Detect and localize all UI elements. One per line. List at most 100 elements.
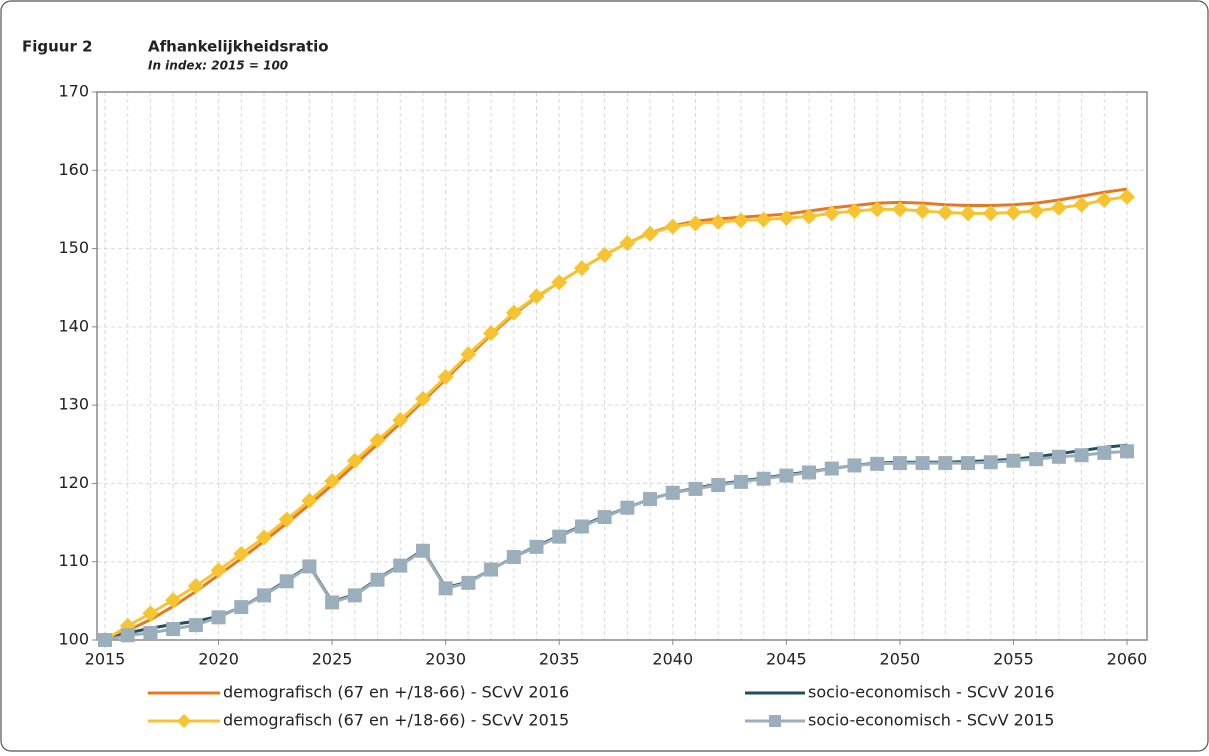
- data-point: [778, 210, 795, 227]
- data-point: [619, 235, 636, 252]
- data-point: [573, 260, 590, 277]
- data-point: [233, 545, 250, 562]
- data-point: [755, 211, 772, 228]
- data-point: [551, 274, 568, 291]
- y-tick-label: 110: [58, 551, 89, 570]
- chart-subtitle: In index: 2015 = 100: [148, 59, 288, 73]
- data-point: [165, 592, 182, 609]
- data-point: [166, 622, 181, 637]
- y-tick-label: 140: [58, 316, 89, 335]
- data-point: [664, 218, 681, 235]
- data-point: [211, 610, 226, 625]
- data-point: [256, 588, 271, 603]
- y-tick-label: 130: [58, 395, 89, 414]
- data-point: [914, 202, 931, 219]
- data-point: [1119, 188, 1135, 205]
- data-point: [347, 588, 362, 603]
- legend-label: demografisch (67 en +/18-66) - SCvV 2016: [223, 683, 569, 702]
- data-point: [552, 529, 567, 544]
- data-point: [98, 633, 112, 647]
- data-point: [1050, 199, 1067, 216]
- data-point: [505, 304, 522, 321]
- data-point: [279, 574, 294, 589]
- x-tick-label: 2015: [85, 650, 126, 669]
- data-point: [710, 213, 727, 230]
- x-tick-label: 2025: [312, 650, 353, 669]
- data-point: [529, 539, 544, 554]
- data-point: [483, 325, 500, 342]
- x-tick-label: 2060: [1107, 650, 1148, 669]
- data-point: [346, 452, 363, 469]
- data-point: [301, 492, 318, 509]
- data-point: [393, 558, 408, 573]
- data-point: [824, 461, 839, 476]
- legend-marker: [177, 714, 191, 728]
- data-point: [597, 510, 612, 525]
- data-point: [643, 492, 658, 507]
- data-point: [802, 465, 817, 480]
- data-point: [756, 471, 771, 486]
- y-tick-label: 150: [58, 238, 89, 257]
- data-point: [983, 455, 998, 470]
- data-point: [823, 205, 840, 222]
- data-point: [369, 432, 386, 449]
- data-point: [642, 225, 659, 242]
- data-point: [846, 202, 863, 219]
- data-point: [937, 204, 954, 221]
- data-point: [461, 575, 476, 590]
- data-point: [915, 456, 930, 471]
- data-point: [891, 201, 908, 218]
- legend-label: demografisch (67 en +/18-66) - SCvV 2015: [223, 711, 569, 730]
- data-point: [438, 581, 453, 596]
- data-point: [1029, 452, 1044, 467]
- data-point: [1096, 192, 1113, 209]
- data-point: [688, 481, 703, 496]
- y-tick-label: 120: [58, 473, 89, 492]
- data-point: [1006, 453, 1021, 468]
- data-point: [120, 628, 135, 643]
- data-point: [1120, 444, 1134, 459]
- data-point: [1051, 449, 1066, 464]
- legend-label: socio-economisch - SCvV 2016: [808, 683, 1054, 702]
- chart-title: Afhankelijkheidsratio: [148, 38, 329, 56]
- series-line: [104, 449, 1128, 642]
- data-point: [870, 456, 885, 471]
- data-point: [1074, 448, 1089, 463]
- data-point: [188, 618, 203, 633]
- series-line: [104, 195, 1128, 642]
- data-point: [1028, 202, 1045, 219]
- data-point: [302, 559, 317, 574]
- data-point: [484, 562, 499, 577]
- data-point: [733, 474, 748, 489]
- data-point: [938, 456, 953, 471]
- data-point: [142, 605, 159, 622]
- data-point: [892, 456, 907, 471]
- data-point: [982, 205, 999, 222]
- data-point: [143, 625, 158, 640]
- data-point: [732, 212, 749, 229]
- data-point: [960, 205, 977, 222]
- x-tick-label: 2055: [993, 650, 1034, 669]
- data-point: [847, 458, 862, 473]
- x-tick-label: 2035: [539, 650, 580, 669]
- data-point: [869, 201, 886, 218]
- data-point: [1005, 204, 1022, 221]
- data-point: [437, 368, 454, 385]
- data-point: [574, 519, 589, 534]
- data-point: [528, 288, 545, 305]
- data-point: [596, 246, 613, 263]
- y-tick-label: 170: [58, 82, 89, 101]
- data-point: [234, 600, 249, 615]
- legend-label: socio-economisch - SCvV 2015: [808, 711, 1054, 730]
- data-point: [210, 562, 227, 579]
- data-point: [325, 595, 340, 610]
- figure-label: Figuur 2: [22, 38, 93, 56]
- data-point: [506, 550, 521, 565]
- data-point: [255, 529, 272, 546]
- legend-marker: [769, 715, 781, 727]
- data-point: [779, 468, 794, 483]
- data-point: [687, 215, 704, 232]
- x-tick-label: 2040: [652, 650, 693, 669]
- data-point: [324, 473, 341, 490]
- data-point: [460, 346, 477, 363]
